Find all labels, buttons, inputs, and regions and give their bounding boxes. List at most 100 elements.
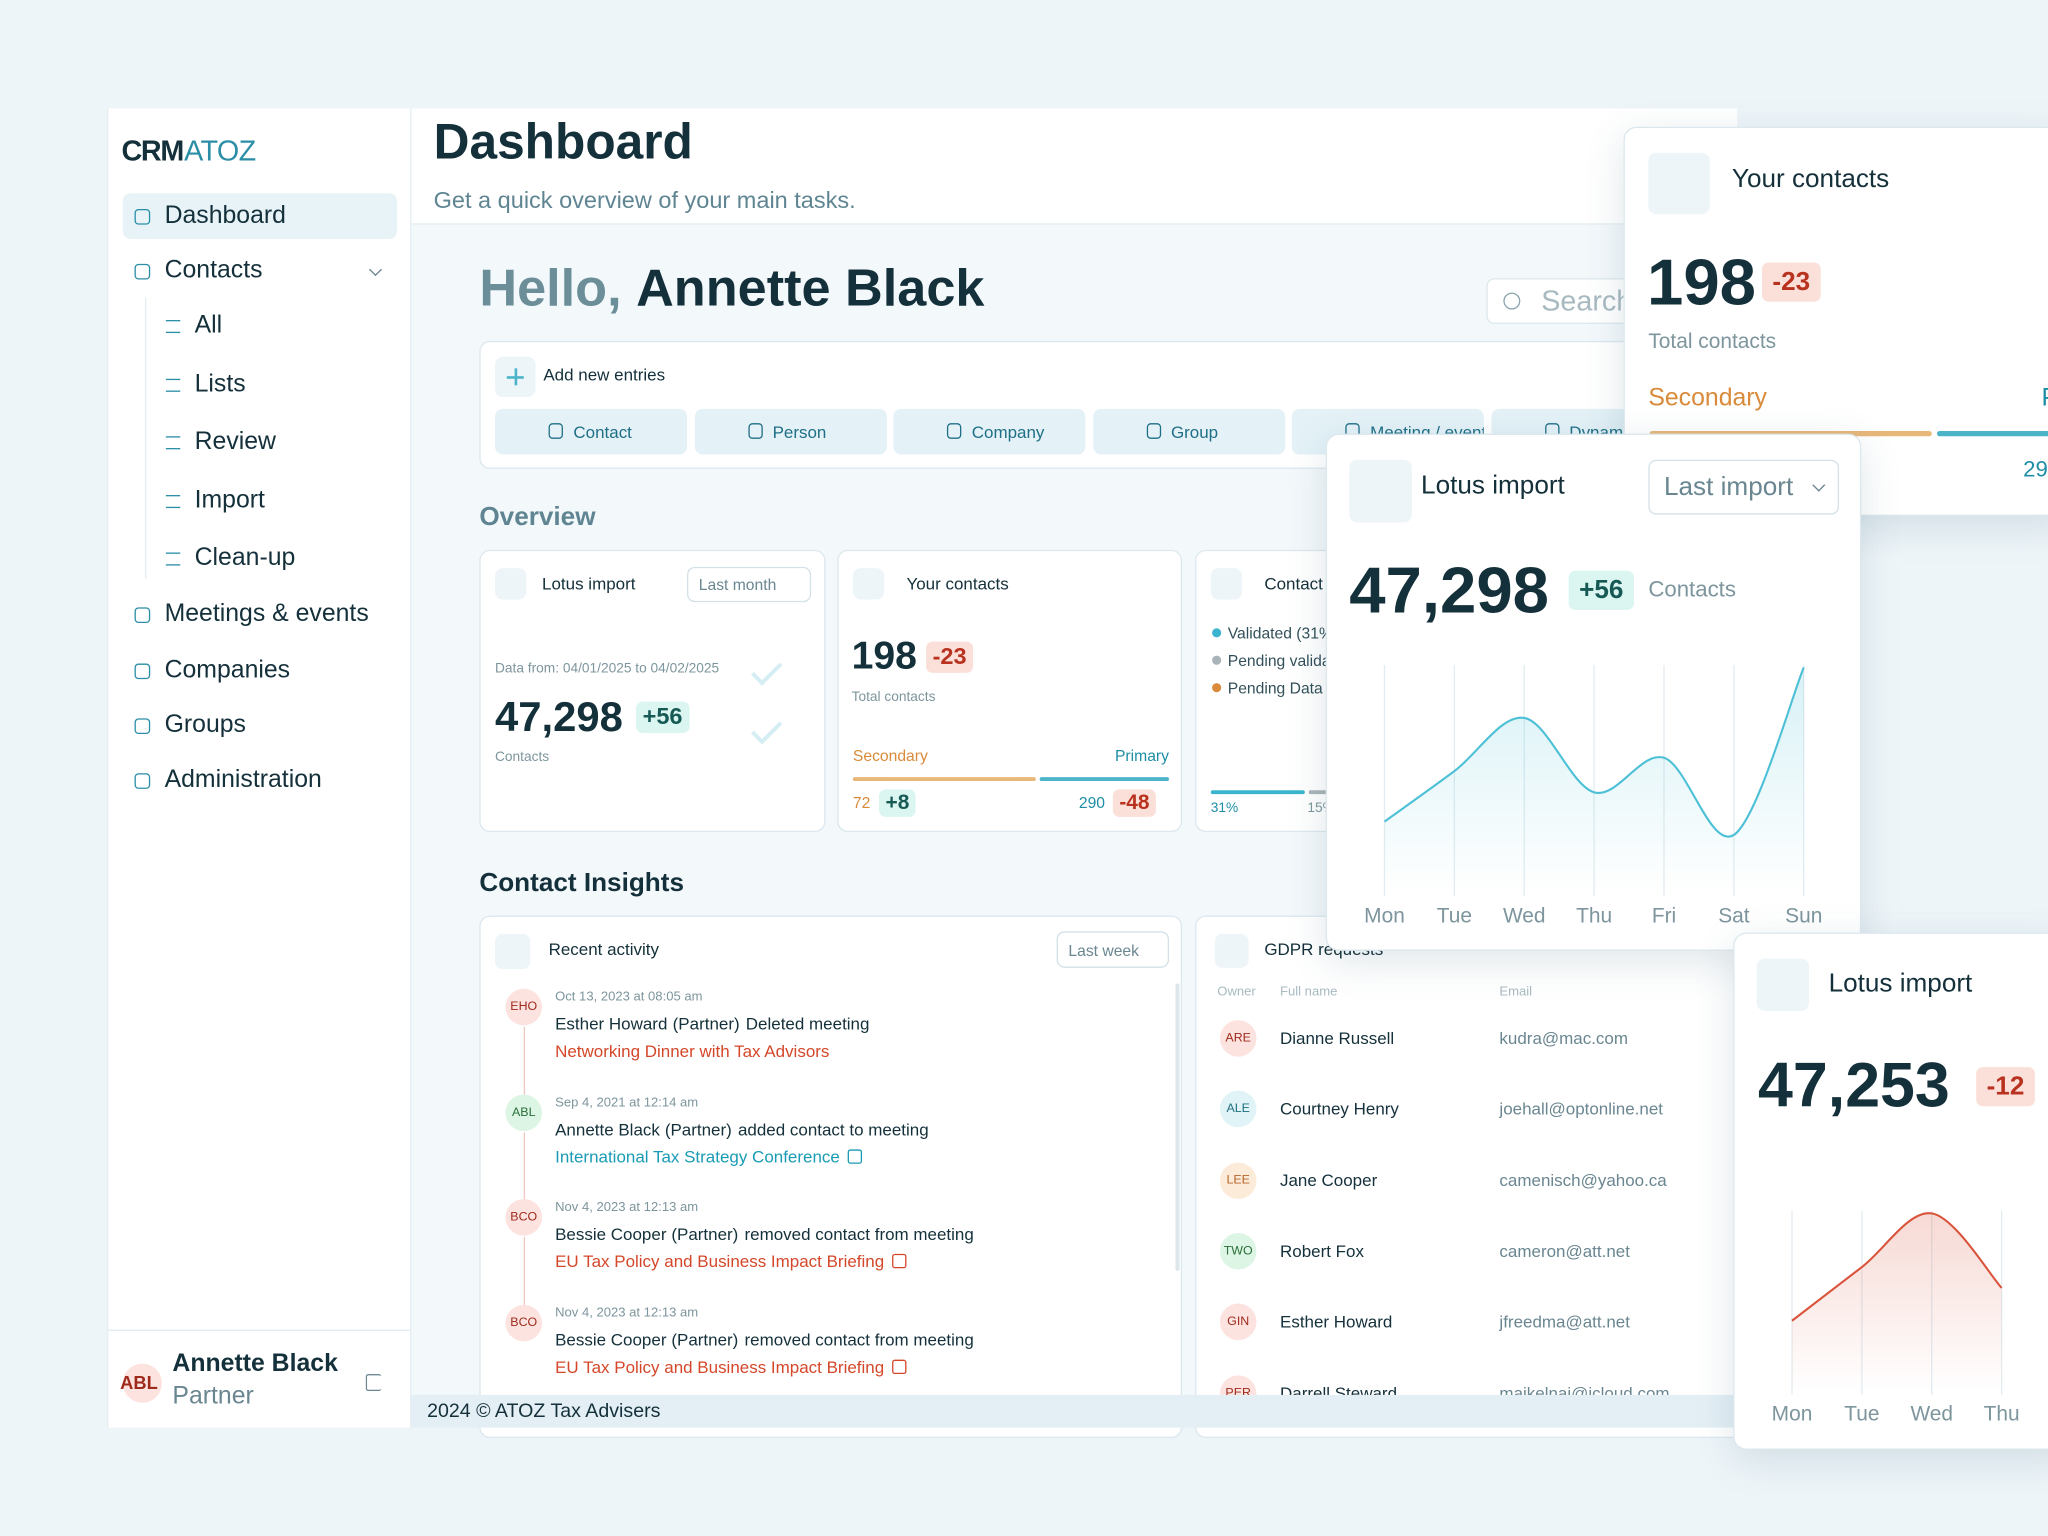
card-title: Your contacts [1731,164,1890,194]
status-bar [1210,790,1305,795]
activity-link[interactable]: International Tax Strategy Conference [555,1146,840,1167]
area [1384,667,1804,894]
email: joehall@optonline.net [1499,1099,1663,1119]
delta[interactable]: +56 [636,701,690,733]
primary-delta: -48 [1112,789,1157,818]
column-header: Owner [1217,984,1256,1000]
email: kudra@mac.com [1499,1028,1629,1048]
add-button[interactable]: Company [893,408,1086,455]
add-button[interactable]: Contact [495,408,688,455]
icon: Add new entries [495,356,536,398]
sub-icon [165,552,181,566]
search-icon [1503,292,1521,310]
nav-item[interactable]: Groups [164,711,246,739]
page-title: Dashboard [433,115,693,171]
activity-action: removed contact from meeting [744,1330,974,1350]
delta: +56 [1568,570,1634,610]
lotus-popout: Lotus import Last import 47,298 +56 Contacts… [1325,433,1862,951]
section-title: Contact Insights [479,868,684,898]
avatar-initials: ARE [1225,1030,1251,1046]
activity-link[interactable]: EU Tax Policy and Business Impact Briefi… [555,1252,885,1272]
gdpr-card: GDPR requests Owner Full name Email ARE Diann… [1195,915,1757,1439]
activity-actor: Bessie Cooper [555,1330,667,1350]
user-role: Partner [172,1382,254,1411]
activity-action: removed contact from meeting [744,1224,974,1245]
line [1791,1212,2003,1322]
page-subtitle: Get a quick overview of your main tasks. [433,187,856,214]
button-icon [548,423,563,439]
add-button[interactable]: Group [1092,408,1285,455]
icon [852,568,885,600]
lotus2-popout: Lotus import 47,253 -12 Mon Tue Wed Thu [1733,932,2048,1450]
user-avatar: ABL [120,1363,162,1403]
x-tick-label: Mon [1364,905,1405,928]
avatar-initials: ALE [1226,1101,1250,1117]
user-divider [108,1329,413,1331]
timeline-line [523,1131,526,1211]
sub-nav-item[interactable]: Import [194,486,265,515]
icon [495,568,527,600]
nav-icon [134,663,151,680]
avatar: GIN [1219,1303,1257,1341]
footer: 2024 © ATOZ Tax Advisers [411,1394,1738,1428]
activity-date: Oct 13, 2023 at 08:05 am [555,990,703,1005]
icon [1756,958,1809,1011]
contacts-card: Your contacts 198 -23 Total contacts Seconda… [837,549,1183,832]
external-icon [847,1148,863,1164]
sub-nav-item[interactable]: All [194,311,223,340]
avatar-initials: BCO [510,1210,538,1225]
email: camenisch@yahoo.ca [1499,1170,1667,1190]
activity-actor: Esther Howard [555,1013,668,1034]
nav-icon [134,263,151,280]
nav-icon [134,208,151,225]
activity-actor: Annette Black [555,1119,660,1139]
activity-link[interactable]: Networking Dinner with Tax Advisors [555,1041,830,1061]
secondary-label: Secondary [1648,384,1767,413]
nav-item[interactable]: Contacts [164,256,263,285]
metric-unit: Contacts [1648,577,1736,602]
sub-nav-item[interactable]: Review [194,427,276,456]
active-nav-bg [122,193,398,240]
full-name: Jane Cooper [1279,1170,1378,1190]
logout-icon[interactable] [365,1374,382,1392]
x-tick-label: Thu [1983,1403,2020,1426]
section-title: Add new entries [543,364,666,385]
nav-item[interactable]: Meetings & events [164,600,369,628]
select[interactable]: Last week [1056,931,1169,968]
primary-label: Primary [2041,385,2048,415]
select-label: Last month [698,575,777,595]
add-button[interactable]: Person [694,408,887,455]
logo: CRM [121,134,184,167]
x-tick-label: Wed [1910,1403,1954,1426]
full-name: Robert Fox [1279,1240,1364,1261]
activity-date: Nov 4, 2023 at 12:13 am [555,1306,699,1321]
scrollbar [1175,983,1180,1271]
activity-link[interactable]: EU Tax Policy and Business Impact Briefi… [555,1357,885,1378]
plus-v [514,368,517,386]
button-icon [1146,423,1161,439]
line-chart [1383,664,1805,896]
delta: -23 [926,641,974,673]
activity-date: Nov 4, 2023 at 12:13 am [555,1200,699,1216]
sub-icon [165,319,181,334]
nav-item[interactable]: Administration [164,766,322,794]
sub-nav-item[interactable]: Lists [194,370,246,398]
nav-item[interactable]: Dashboard [164,201,286,230]
x-tick-label: Tue [1436,905,1472,928]
nav-item[interactable]: Companies [164,656,291,684]
sub-icon [165,378,181,392]
select[interactable]: Last import [1648,459,1840,515]
sub-nav-item[interactable]: Clean-up [194,544,296,572]
sidebar: CRM ATOZ Dashboard Contacts Meetings & event… [107,108,413,1428]
legend-dot [1212,683,1222,693]
secondary-delta: +8 [879,789,916,818]
icon [1210,568,1243,600]
select[interactable]: Last month [687,566,812,603]
secondary-label: Secondary [852,746,928,766]
column-header: Email [1499,984,1533,1000]
primary-label: Primary [1114,746,1169,766]
line [1383,667,1805,838]
activity-role: (Partner) [672,1013,740,1034]
